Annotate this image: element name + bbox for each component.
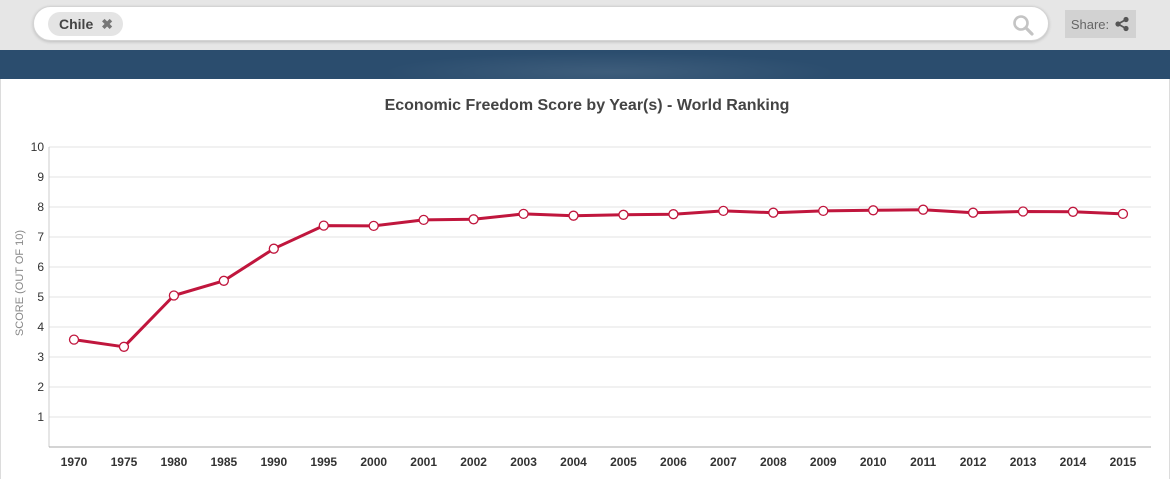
y-tick-label: 1 [37, 410, 44, 424]
x-tick-label: 2013 [1010, 455, 1037, 469]
share-label: Share: [1070, 16, 1110, 32]
remove-tag-icon[interactable]: ✖ [101, 16, 113, 32]
share-button[interactable]: Share: [1065, 10, 1136, 38]
data-point[interactable] [518, 208, 529, 220]
x-tick-label: 1990 [260, 455, 287, 469]
search-icon[interactable] [1012, 14, 1034, 36]
x-tick-label: 2007 [710, 455, 737, 469]
x-tick-label: 1970 [61, 455, 88, 469]
x-tick-label: 2004 [560, 455, 587, 469]
x-tick-label: 2012 [960, 455, 987, 469]
data-point[interactable] [1117, 208, 1129, 220]
chart-panel: Economic Freedom Score by Year(s) - Worl… [0, 79, 1170, 479]
data-point[interactable] [768, 207, 779, 218]
data-point[interactable] [468, 214, 479, 225]
data-point[interactable] [568, 210, 579, 221]
filter-tag-label: Chile [59, 16, 94, 32]
data-point[interactable] [668, 209, 679, 220]
data-point[interactable] [418, 214, 429, 226]
data-point[interactable] [618, 209, 629, 220]
x-tick-label: 1975 [111, 455, 138, 469]
y-tick-label: 4 [37, 320, 44, 334]
x-tick-label: 1980 [161, 455, 188, 469]
x-tick-label: 2005 [610, 455, 637, 469]
x-tick-label: 2002 [460, 455, 487, 469]
x-tick-label: 2006 [660, 455, 687, 469]
data-point[interactable] [1017, 206, 1029, 217]
x-tick-label: 2008 [760, 455, 787, 469]
data-point[interactable] [368, 220, 379, 232]
series-line [73, 208, 1124, 349]
x-tick-label: 2010 [860, 455, 887, 469]
x-tick-label: 2014 [1060, 455, 1087, 469]
y-axis-ticks: 1 2 3 4 5 6 7 8 9 10 [31, 140, 45, 424]
y-tick-label: 8 [37, 200, 44, 214]
search-box[interactable]: Chile ✖ [33, 6, 1049, 41]
gridlines [48, 146, 1151, 448]
data-point[interactable] [1067, 206, 1079, 217]
data-point[interactable] [68, 334, 80, 345]
share-icon [1115, 16, 1129, 32]
data-point[interactable] [268, 243, 279, 254]
x-tick-label: 2000 [360, 455, 387, 469]
y-tick-label: 3 [37, 350, 44, 364]
data-point[interactable] [818, 205, 829, 217]
series-group [68, 204, 1129, 352]
x-axis-ticks: 1970 1975 1980 1985 1990 1995 2000 2001 2002 2003… [61, 455, 1137, 469]
data-point[interactable] [218, 275, 230, 286]
y-tick-label: 7 [37, 230, 44, 244]
data-point[interactable] [168, 290, 180, 301]
x-tick-label: 1985 [210, 455, 237, 469]
line-chart: Economic Freedom Score by Year(s) - Worl… [14, 97, 1151, 469]
filter-tag: Chile ✖ [48, 12, 123, 36]
y-tick-label: 5 [37, 290, 44, 304]
data-point[interactable] [918, 204, 929, 215]
x-tick-label: 2015 [1110, 455, 1137, 469]
x-tick-label: 2011 [910, 455, 936, 469]
data-point[interactable] [718, 205, 729, 217]
top-bar: Chile ✖ Share: [0, 0, 1170, 50]
data-point[interactable] [318, 220, 329, 231]
y-tick-label: 9 [37, 170, 44, 184]
y-tick-label: 10 [31, 140, 45, 154]
data-point[interactable] [868, 205, 879, 216]
data-point[interactable] [118, 341, 130, 352]
x-tick-label: 1995 [310, 455, 337, 469]
x-tick-label: 2001 [410, 455, 437, 469]
y-tick-label: 2 [37, 380, 44, 394]
chart-title: Economic Freedom Score by Year(s) - Worl… [385, 97, 790, 114]
y-tick-label: 6 [37, 260, 44, 274]
header-banner [0, 50, 1170, 79]
x-tick-label: 2003 [510, 455, 537, 469]
data-point[interactable] [967, 207, 979, 218]
x-tick-label: 2009 [810, 455, 837, 469]
y-axis-label: SCORE (OUT OF 10) [14, 230, 26, 336]
